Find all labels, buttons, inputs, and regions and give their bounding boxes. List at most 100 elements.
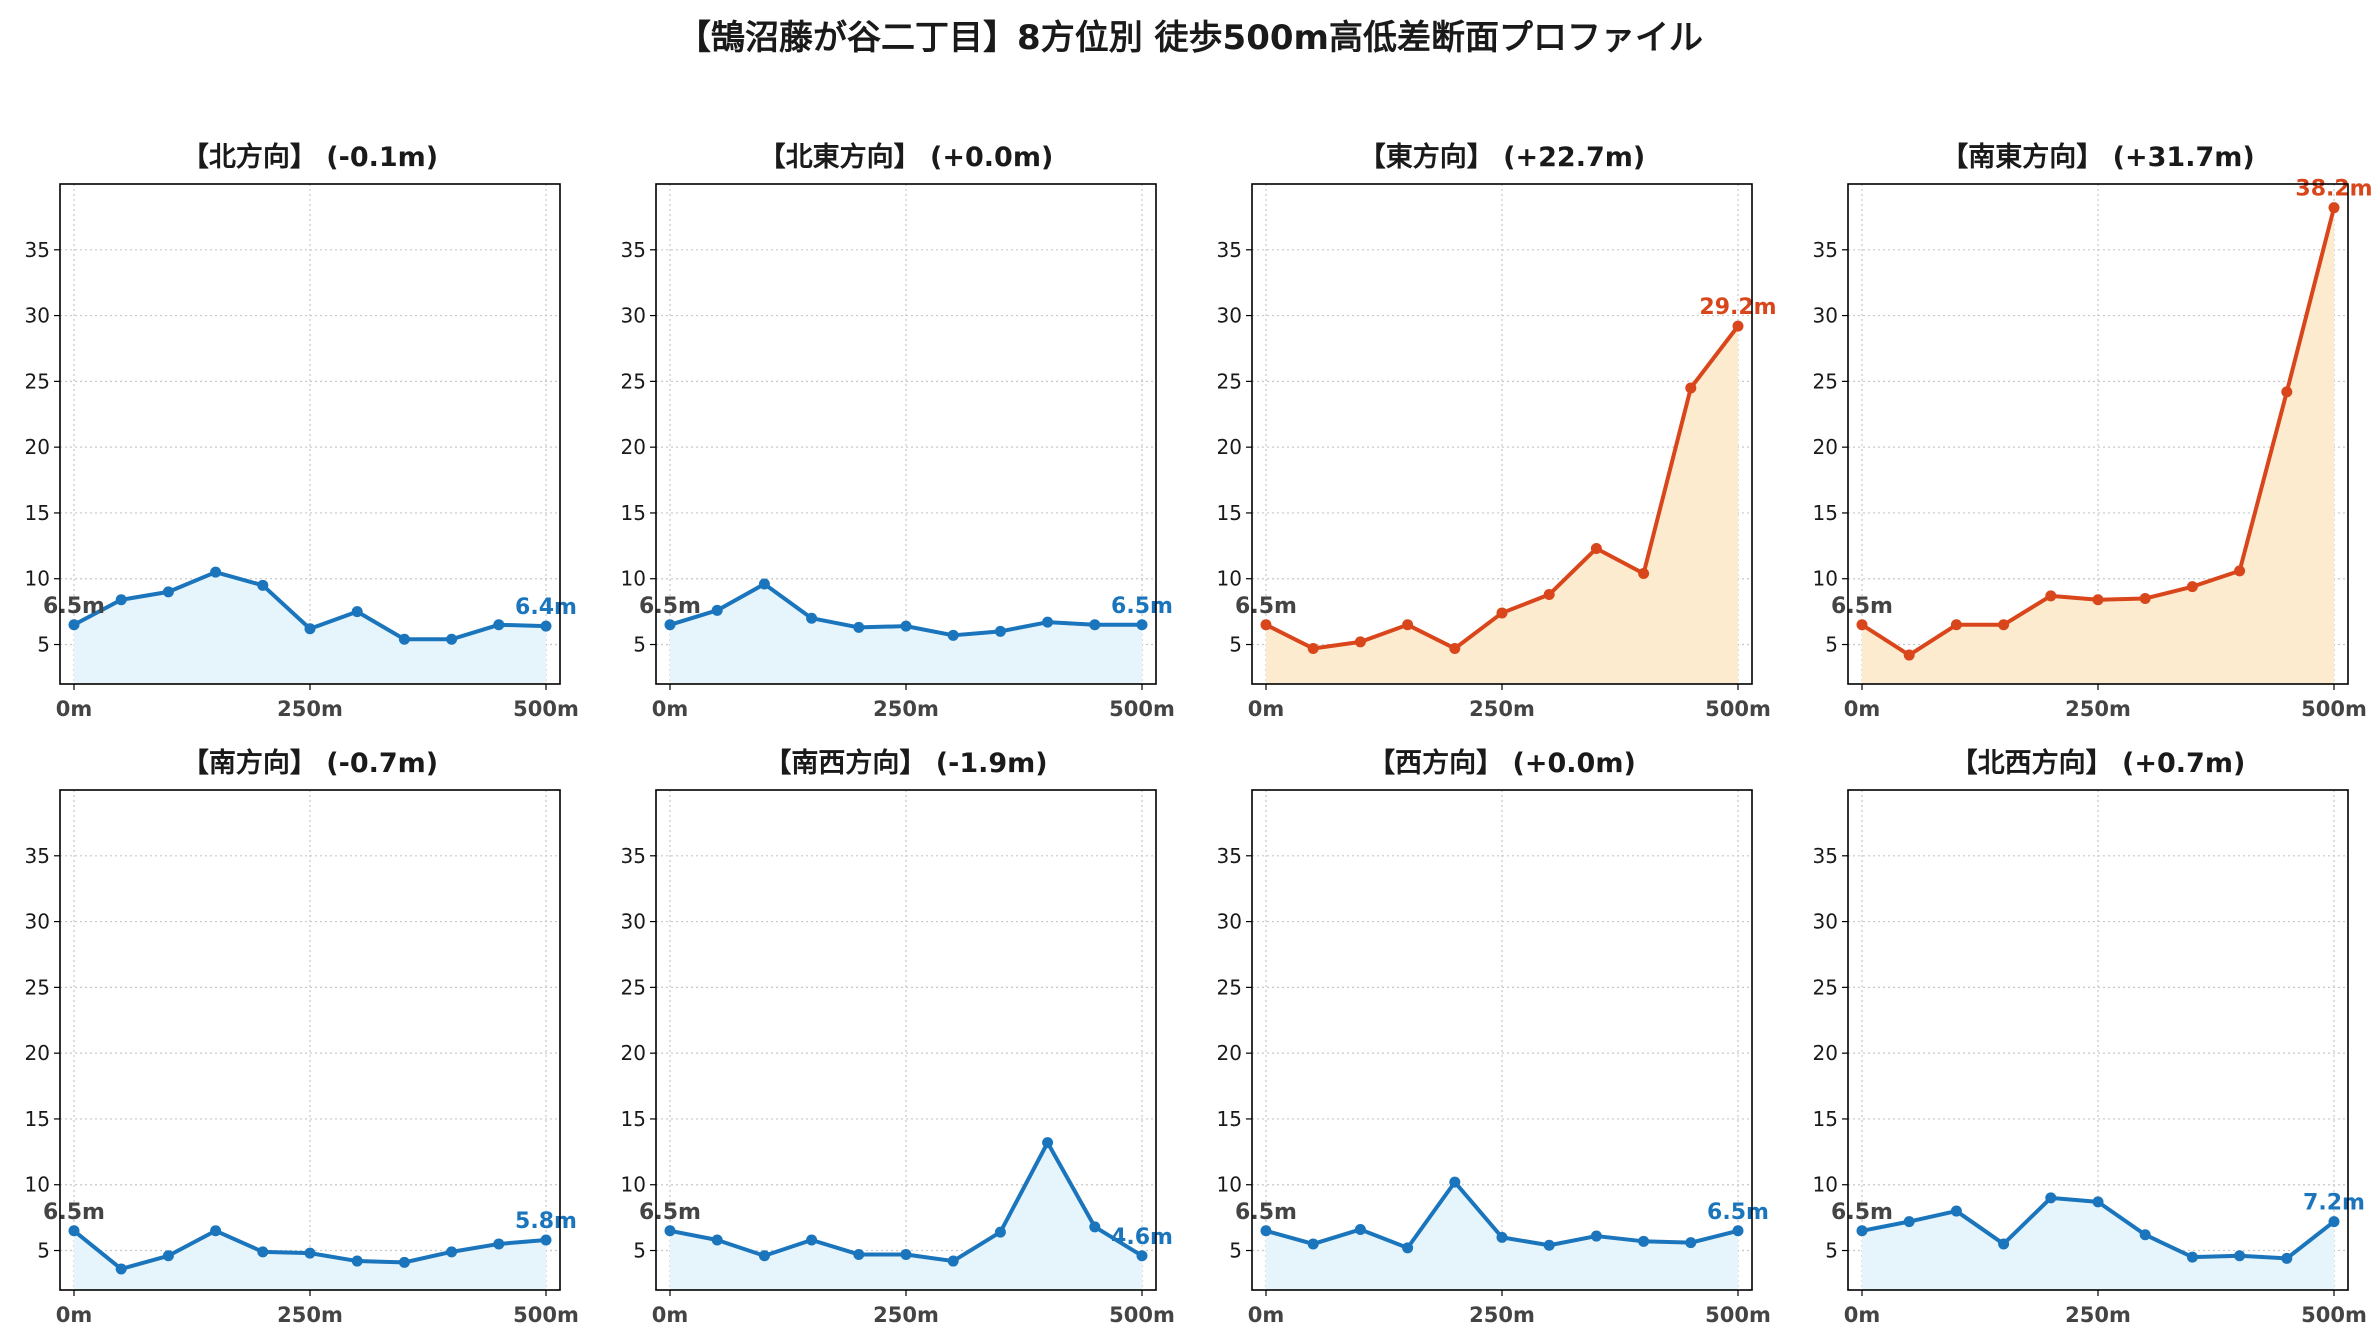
x-tick-label: 250m <box>1469 697 1535 721</box>
elevation-point <box>1638 567 1650 579</box>
elevation-point <box>853 621 865 633</box>
end-elevation-label: 6.5m <box>1111 594 1173 619</box>
y-tick-label: 15 <box>1217 1107 1242 1131</box>
y-tick-label: 15 <box>1217 501 1242 525</box>
plot-frame <box>1251 789 1753 1291</box>
end-elevation-label: 7.2m <box>2303 1191 2365 1216</box>
elevation-point <box>1543 1239 1555 1251</box>
y-tick-label: 15 <box>621 1107 646 1131</box>
elevation-point <box>758 1250 770 1262</box>
figure-title: 【鵠沼藤が谷二丁目】8方位別 徒歩500m高低差断面プロファイル <box>677 18 1703 58</box>
y-tick-label: 35 <box>621 844 646 868</box>
elevation-point <box>994 625 1006 637</box>
y-tick-label: 10 <box>621 1173 646 1197</box>
plot-frame <box>1847 183 2349 685</box>
x-tick-label: 250m <box>2065 1303 2131 1327</box>
elevation-point <box>2186 581 2198 593</box>
y-tick-label: 10 <box>25 1173 50 1197</box>
y-tick-label: 15 <box>25 501 50 525</box>
y-tick-label: 25 <box>621 975 646 999</box>
y-tick-label: 25 <box>1813 369 1838 393</box>
x-tick-label: 500m <box>1705 1303 1771 1327</box>
elevation-point <box>994 1226 1006 1238</box>
y-tick-label: 5 <box>1229 1239 1242 1263</box>
start-elevation-label: 6.5m <box>1235 1200 1297 1225</box>
y-tick-label: 35 <box>621 238 646 262</box>
y-tick-label: 30 <box>1813 304 1838 328</box>
end-elevation-label: 6.4m <box>515 595 577 620</box>
y-tick-label: 35 <box>1813 844 1838 868</box>
elevation-point <box>493 619 505 631</box>
end-elevation-label: 4.6m <box>1111 1225 1173 1250</box>
panel-title: 【北方向】 (-0.1m) <box>182 141 438 173</box>
y-tick-label: 30 <box>25 910 50 934</box>
y-tick-label: 15 <box>25 1107 50 1131</box>
elevation-point <box>1950 619 1962 631</box>
x-tick-label: 500m <box>1109 1303 1175 1327</box>
elevation-point <box>1042 1137 1054 1149</box>
elevation-point <box>1732 1225 1744 1237</box>
plot-frame <box>59 183 561 685</box>
end-elevation-label: 38.2m <box>2295 177 2372 202</box>
elevation-area <box>670 584 1142 684</box>
elevation-point <box>540 1234 552 1246</box>
start-elevation-label: 6.5m <box>43 594 105 619</box>
y-tick-label: 20 <box>25 435 50 459</box>
panel-title: 【西方向】 (+0.0m) <box>1368 747 1636 779</box>
x-tick-label: 500m <box>2301 1303 2367 1327</box>
y-tick-label: 10 <box>621 567 646 591</box>
elevation-area <box>1266 326 1738 684</box>
end-elevation-label: 6.5m <box>1707 1200 1769 1225</box>
elevation-point <box>1903 649 1915 661</box>
x-tick-label: 250m <box>873 1303 939 1327</box>
y-tick-label: 5 <box>37 1239 50 1263</box>
y-tick-label: 15 <box>1813 1107 1838 1131</box>
elevation-point <box>711 604 723 616</box>
y-tick-label: 5 <box>37 633 50 657</box>
elevation-point <box>2139 1229 2151 1241</box>
elevation-point <box>304 623 316 635</box>
elevation-point <box>1260 619 1272 631</box>
elevation-point <box>2045 590 2057 602</box>
y-tick-label: 5 <box>633 633 646 657</box>
elevation-point <box>1732 320 1744 332</box>
elevation-point <box>2092 1196 2104 1208</box>
elevation-point <box>2139 592 2151 604</box>
elevation-point <box>758 578 770 590</box>
elevation-point <box>398 633 410 645</box>
x-tick-label: 0m <box>652 1303 689 1327</box>
elevation-point <box>1685 1237 1697 1249</box>
x-tick-label: 0m <box>56 697 93 721</box>
elevation-point <box>2186 1251 2198 1263</box>
elevation-panel: 【北東方向】 (+0.0m) 5 10 15 20 25 30 35 0m 250m 500m 6.5… <box>621 141 1175 721</box>
elevation-point <box>1307 1238 1319 1250</box>
y-tick-label: 30 <box>1217 304 1242 328</box>
elevation-point <box>1543 589 1555 601</box>
elevation-point <box>1136 619 1148 631</box>
y-tick-label: 20 <box>1813 435 1838 459</box>
elevation-area <box>74 1230 546 1290</box>
y-tick-label: 15 <box>1813 501 1838 525</box>
elevation-panel: 【南西方向】 (-1.9m) 5 10 15 20 25 30 35 0m 250m 500m 6.5… <box>621 747 1175 1327</box>
elevation-point <box>2234 1250 2246 1262</box>
x-tick-label: 250m <box>277 1303 343 1327</box>
elevation-panel: 【南東方向】 (+31.7m) 5 10 15 20 25 30 35 0m 250m 500m 6.… <box>1813 141 2373 721</box>
x-tick-label: 250m <box>1469 1303 1535 1327</box>
y-tick-label: 25 <box>1217 369 1242 393</box>
x-tick-label: 0m <box>1248 1303 1285 1327</box>
y-tick-label: 5 <box>1229 633 1242 657</box>
panel-title: 【南方向】 (-0.7m) <box>182 747 438 779</box>
x-tick-label: 0m <box>1248 697 1285 721</box>
y-tick-label: 5 <box>633 1239 646 1263</box>
elevation-point <box>1496 1231 1508 1243</box>
elevation-point <box>257 1246 269 1258</box>
panel-title: 【北東方向】 (+0.0m) <box>759 141 1054 173</box>
y-tick-label: 35 <box>25 238 50 262</box>
y-tick-label: 10 <box>1813 567 1838 591</box>
elevation-area <box>1862 1197 2334 1290</box>
elevation-point <box>2234 565 2246 577</box>
elevation-point <box>493 1238 505 1250</box>
elevation-point <box>1998 1238 2010 1250</box>
elevation-point <box>115 1263 127 1275</box>
elevation-point <box>115 594 127 606</box>
